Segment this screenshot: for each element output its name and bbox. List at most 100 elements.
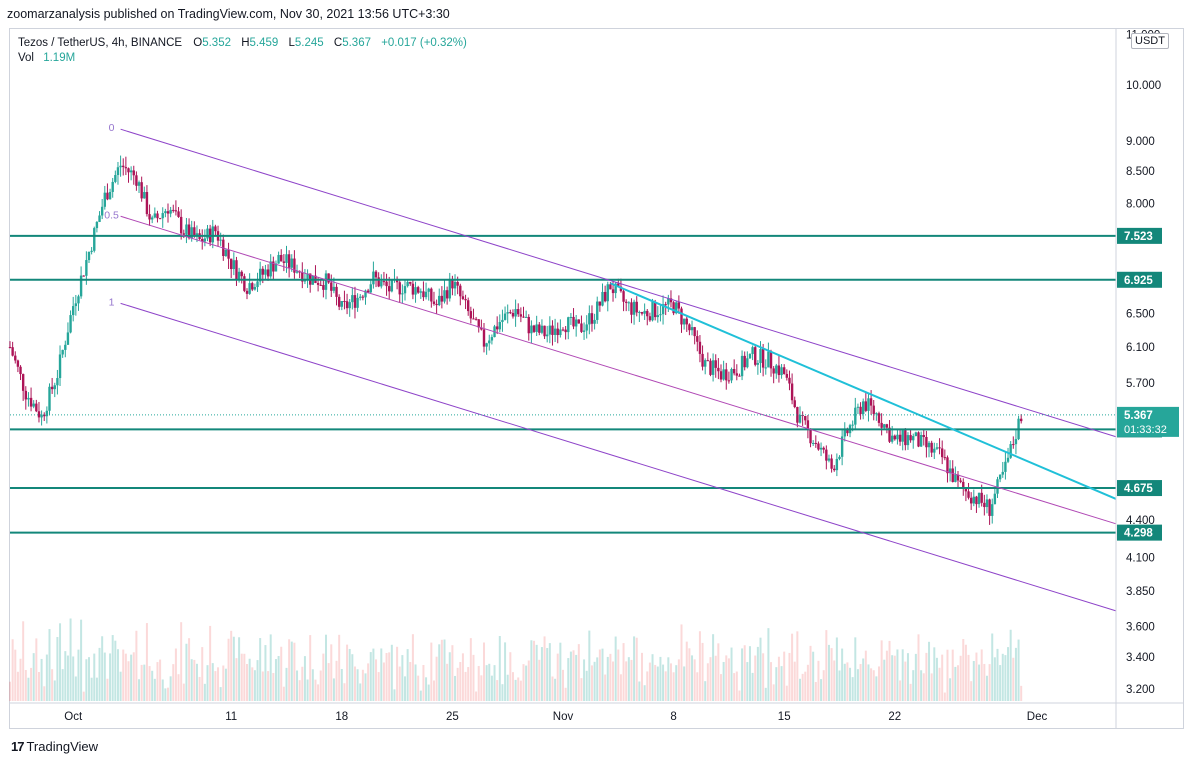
candle-body (319, 284, 322, 286)
volume-bar (11, 639, 14, 701)
volume-bar (746, 662, 749, 701)
candle-body (938, 447, 941, 449)
candle-body (74, 303, 78, 307)
volume-bar (777, 656, 780, 701)
candle-body (364, 290, 367, 298)
volume-bar (93, 653, 96, 701)
candle-body (877, 413, 881, 423)
time-tick-label: 22 (888, 711, 901, 723)
volume-bar (483, 642, 485, 701)
volume-bar (48, 629, 51, 701)
candle-body (164, 211, 167, 214)
candle-body (925, 436, 928, 448)
candle-body (93, 228, 96, 251)
volume-bar (43, 686, 46, 701)
candle-body (701, 353, 704, 367)
volume-bar (80, 619, 83, 701)
candle-body (711, 360, 715, 375)
volume-bar (388, 652, 391, 701)
volume-bar (1017, 639, 1020, 701)
candle-body (743, 355, 746, 368)
candle-body (985, 499, 989, 508)
candle-body (211, 226, 214, 243)
volume-bar (841, 648, 844, 701)
symbol-legend: Tezos / TetherUS, 4h, BINANCE O5.352 H5.… (18, 36, 474, 66)
candle-body (132, 170, 135, 176)
candle-body (272, 261, 275, 272)
candle-body (472, 318, 475, 320)
volume-bar (883, 659, 886, 701)
candle-body (324, 273, 328, 290)
volume-bar (822, 670, 825, 701)
candle-body (885, 424, 889, 428)
candle-body (277, 254, 280, 264)
volume-bar (733, 673, 736, 701)
candle-body (817, 443, 820, 450)
candle-body (596, 301, 599, 320)
price-tick-label: 8.500 (1126, 166, 1155, 178)
time-tick-label: Oct (64, 711, 83, 723)
candle-body (443, 290, 446, 302)
price-tick-label: 9.000 (1126, 136, 1155, 148)
tradingview-logo[interactable]: 17 TradingView (11, 739, 98, 754)
volume-bar (614, 636, 617, 701)
candle-body (656, 315, 659, 318)
volume-bar (398, 666, 401, 701)
close-value: 5.367 (342, 37, 371, 49)
volume-bar (190, 659, 193, 701)
volume-bar (261, 671, 264, 701)
level-price-label: 6.925 (1124, 275, 1153, 287)
volume-bar (277, 656, 280, 701)
volume-bar (606, 656, 609, 701)
candle-body (883, 424, 886, 428)
volume-bar (706, 663, 709, 701)
candle-body (754, 347, 757, 365)
channel-level-label: 1 (109, 296, 115, 308)
volume-bar (627, 657, 630, 701)
candle-body (201, 239, 204, 242)
candle-body (559, 329, 562, 336)
candle-body (14, 355, 17, 361)
volume-bar (830, 648, 833, 701)
candle-body (1012, 444, 1015, 446)
volume-bar (722, 661, 725, 701)
candle-body (764, 367, 767, 369)
volume-bar (743, 645, 746, 701)
candle-body (414, 287, 417, 295)
candle-body (374, 271, 378, 278)
candle-body (962, 481, 965, 488)
candle-body (264, 269, 267, 275)
candle-body (854, 407, 857, 425)
candle-body (90, 250, 93, 252)
volume-bar (454, 675, 457, 701)
volume-bar (145, 623, 148, 701)
candle-body (119, 165, 122, 168)
volume-bar (404, 676, 406, 701)
volume-bar (654, 664, 657, 701)
volume-bar (317, 684, 320, 701)
candle-body (440, 295, 444, 302)
candle-body (843, 428, 846, 437)
volume-bar (230, 630, 233, 701)
volume-bar (696, 672, 699, 701)
price-tick-label: 3.850 (1126, 586, 1155, 598)
volume-bar (409, 662, 412, 701)
volume-bar (485, 665, 488, 701)
candle-body (709, 360, 712, 375)
candle-body (345, 301, 349, 309)
volume-bar (27, 677, 30, 701)
candle-body (114, 175, 117, 182)
candle-body (1006, 457, 1010, 462)
volume-bar (85, 659, 88, 701)
candle-body (643, 310, 646, 314)
candle-body (761, 349, 765, 368)
candle-body (622, 291, 625, 302)
volume-bar (941, 654, 944, 701)
candle-body (696, 336, 699, 342)
volume-bar (980, 649, 983, 701)
volume-bar (559, 642, 562, 701)
currency-button[interactable]: USDT (1131, 33, 1169, 49)
candle-body (704, 360, 707, 367)
candle-body (29, 397, 33, 407)
